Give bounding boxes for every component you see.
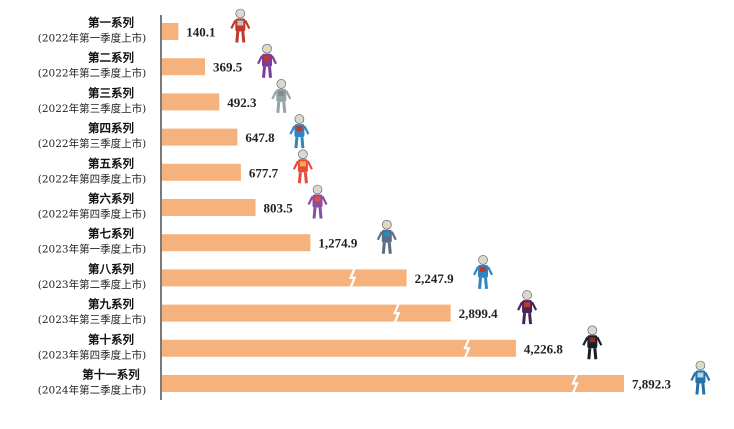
bar xyxy=(162,199,256,216)
hero-figure-icon xyxy=(230,8,251,43)
hero-figure-icon xyxy=(376,219,397,254)
bar xyxy=(162,163,241,181)
category-release-date: (2022年第三季度上市) xyxy=(38,137,146,150)
bar xyxy=(162,375,624,392)
category-release-date: (2023年第三季度上市) xyxy=(38,313,146,326)
value-label: 7,892.3 xyxy=(632,377,672,392)
category-name: 第八系列 xyxy=(88,262,134,276)
value-label: 803.5 xyxy=(264,201,294,216)
category-name: 第一系列 xyxy=(88,16,134,30)
category-release-date: (2022年第二季度上市) xyxy=(38,67,146,80)
bar xyxy=(162,339,516,357)
value-label: 369.5 xyxy=(213,60,243,75)
bar xyxy=(162,93,220,111)
axis-break-mark xyxy=(463,338,471,359)
value-label: 2,899.4 xyxy=(459,306,499,321)
category-name: 第四系列 xyxy=(88,121,134,135)
hero-figure-icon xyxy=(292,149,313,184)
bar xyxy=(162,269,407,287)
bar xyxy=(162,128,238,146)
value-label: 677.7 xyxy=(249,165,279,180)
category-release-date: (2022年第四季度上市) xyxy=(38,208,146,221)
category-name: 第十系列 xyxy=(88,332,134,346)
bar xyxy=(162,304,451,322)
figures xyxy=(230,8,711,395)
bar xyxy=(162,234,311,252)
value-label: 4,226.8 xyxy=(524,341,564,356)
hero-figure-icon xyxy=(289,114,310,149)
category-release-date: (2024年第二季度上市) xyxy=(38,384,146,397)
category-name: 第六系列 xyxy=(88,192,134,206)
category-name: 第五系列 xyxy=(88,156,134,170)
axis-break-mark xyxy=(348,267,357,288)
hero-figure-icon xyxy=(517,290,538,325)
category-release-date: (2022年第三季度上市) xyxy=(38,102,146,115)
axis-break-mark xyxy=(393,303,401,324)
hero-figure-icon xyxy=(271,79,292,114)
category-labels: 第一系列 (2022年第一季度上市) 第二系列 (2022年第二季度上市) 第三系列 (2… xyxy=(38,16,146,397)
category-name: 第七系列 xyxy=(88,227,134,241)
category-release-date: (2023年第一季度上市) xyxy=(38,243,146,256)
value-label: 492.3 xyxy=(227,95,257,110)
bar xyxy=(162,23,179,40)
value-label: 2,247.9 xyxy=(415,271,455,286)
value-label: 1,274.9 xyxy=(318,236,358,251)
category-name: 第十一系列 xyxy=(82,368,140,382)
bar xyxy=(162,58,206,76)
category-release-date: (2023年第四季度上市) xyxy=(38,348,146,361)
hero-figure-icon xyxy=(473,255,494,290)
category-release-date: (2023年第二季度上市) xyxy=(38,278,146,291)
category-name: 第三系列 xyxy=(88,86,134,100)
hero-figure-icon xyxy=(582,325,603,360)
hero-figure-icon xyxy=(690,360,711,395)
category-release-date: (2022年第四季度上市) xyxy=(38,172,146,185)
hero-figure-icon xyxy=(307,184,328,219)
axis-break-mark xyxy=(571,373,579,394)
value-label: 140.1 xyxy=(186,25,215,40)
value-labels: 140.1 369.5 492.3 647.8 677.7 803.5 1,274.9 2,2… xyxy=(186,25,671,392)
category-release-date: (2022年第一季度上市) xyxy=(38,32,146,45)
category-name: 第九系列 xyxy=(88,297,134,311)
hero-figure-icon xyxy=(257,43,277,78)
value-label: 647.8 xyxy=(245,130,275,145)
category-name: 第二系列 xyxy=(88,51,134,65)
bars xyxy=(162,23,624,394)
